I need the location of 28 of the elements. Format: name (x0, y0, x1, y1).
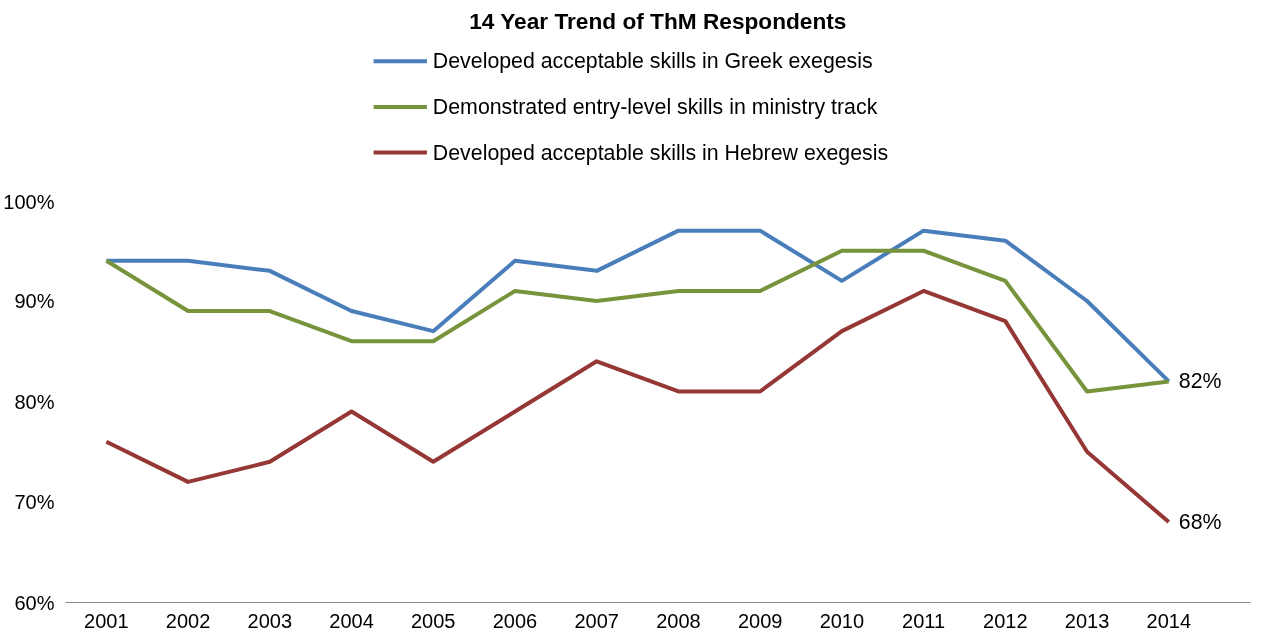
x-tick-label: 2002 (165, 609, 211, 632)
x-tick-label: 2011 (902, 609, 946, 632)
x-tick-label: 2013 (1064, 609, 1110, 632)
legend-label: Demonstrated entry-level skills in ministry track (432, 94, 878, 119)
chart-title: 14 Year Trend of ThM Respondents (469, 7, 847, 34)
x-tick-label: 2003 (247, 609, 293, 632)
x-tick-label: 2012 (983, 609, 1028, 632)
y-tick-label: 80% (14, 390, 55, 413)
legend-label: Developed acceptable skills in Greek exegesis (432, 49, 873, 74)
x-tick-label: 2010 (819, 609, 865, 632)
y-tick-label: 70% (14, 491, 55, 513)
y-tick-label: 90% (14, 290, 55, 312)
line-series (104, 248, 1171, 394)
x-tick-label: 2004 (329, 609, 374, 632)
legend-label: Developed acceptable skills in Hebrew exegesis (432, 140, 889, 165)
x-tick-label: 2007 (574, 609, 619, 632)
x-tick-label: 2014 (1146, 609, 1192, 632)
annotation: 82% (1178, 369, 1222, 394)
x-tick-label: 2009 (737, 609, 783, 632)
annotation: 68% (1178, 510, 1222, 535)
x-tick-label: 2006 (492, 609, 538, 632)
y-tick-label: 100% (3, 190, 55, 213)
x-tick-label: 2008 (656, 609, 701, 632)
x-tick-label: 2005 (411, 609, 456, 632)
x-tick-label: 2001 (84, 609, 129, 632)
y-tick-label: 60% (14, 591, 55, 614)
line-series (104, 288, 1171, 525)
line-series (104, 228, 1171, 384)
